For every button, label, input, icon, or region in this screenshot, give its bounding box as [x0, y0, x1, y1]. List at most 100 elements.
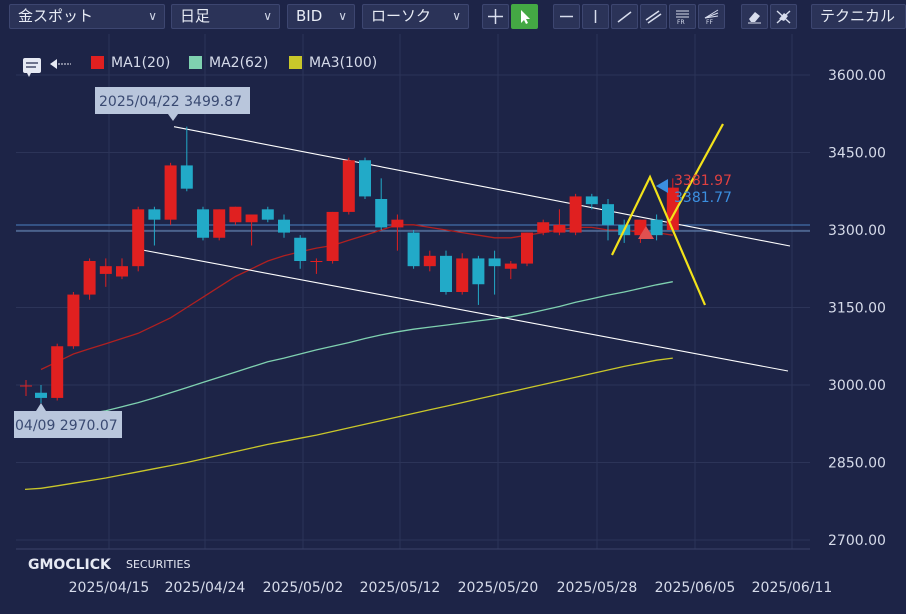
symbol-dropdown[interactable]: 金スポット ∨: [9, 4, 165, 29]
y-tick-label: 3450.00: [828, 146, 886, 162]
crosshair-icon: [488, 9, 503, 24]
fibonacci-retracement-icon: FR: [676, 10, 689, 25]
forecast-zigzag: [611, 123, 724, 306]
channel-lower-line: [136, 248, 789, 372]
chart-style-label: ローソク: [371, 7, 432, 25]
ma1-swatch: [91, 56, 104, 69]
erase-all-tool[interactable]: [770, 4, 797, 29]
high-label-box: [95, 87, 250, 114]
y-tick-label: 3300.00: [828, 223, 886, 239]
last-price-red: 3381.97: [674, 173, 732, 189]
x-tick-label: 2025/05/12: [360, 580, 441, 596]
candles: [20, 126, 679, 404]
x-tick-label: 2025/05/02: [263, 580, 344, 596]
timeframe-dropdown[interactable]: 日足 ∨: [171, 4, 280, 29]
technical-label: テクニカル: [820, 7, 896, 25]
brand-logo-text: GMOCLICK: [28, 557, 112, 573]
low-label: 04/09 2970.07: [15, 418, 118, 434]
crosshair-tool[interactable]: [482, 4, 509, 29]
timeframe-label: 日足: [180, 7, 211, 25]
forecast-zigzag-down: [611, 174, 707, 306]
price-type-dropdown[interactable]: BID ∨: [287, 4, 355, 29]
price-chart[interactable]: 3600.00 3450.00 3300.00 3150.00 3000.00 2850.…: [0, 34, 906, 614]
brand-logo: GMOCLICK SECURITIES: [28, 557, 190, 573]
ff-label: FF: [706, 19, 713, 25]
candle-body: [180, 165, 193, 189]
candle-body: [569, 196, 582, 233]
candle-body: [375, 199, 388, 228]
erase-all-icon: [776, 10, 791, 24]
high-annotation: 2025/04/22 3499.87: [95, 87, 250, 121]
grid: [16, 34, 810, 550]
candle-body: [197, 209, 209, 238]
fr-label: FR: [677, 19, 685, 25]
x-tick-label: 2025/05/20: [458, 580, 539, 596]
fibonacci-fan-tool[interactable]: FF: [698, 4, 725, 29]
fibonacci-retracement-tool[interactable]: FR: [669, 4, 696, 29]
ma1-label: MA1(20): [111, 55, 170, 71]
red-price-marker: [638, 226, 654, 239]
x-tick-label: 2025/04/24: [165, 580, 246, 596]
candle-body: [83, 261, 96, 295]
candle-body: [521, 232, 533, 264]
y-tick-label: 3000.00: [828, 378, 886, 394]
x-tick-label: 2025/06/11: [752, 580, 833, 596]
parallel-channel-tool[interactable]: [640, 4, 667, 29]
forecast-zigzag-up: [669, 123, 724, 222]
pointer-tool[interactable]: [511, 4, 538, 29]
chevron-down-icon: ∨: [338, 9, 347, 23]
parallel-lines-icon: [645, 10, 662, 24]
candle-body: [310, 261, 323, 262]
candle-body: [229, 206, 242, 223]
candle-body: [602, 204, 614, 225]
candle-body: [164, 165, 177, 220]
low-label-box: [14, 411, 122, 438]
candle-body: [488, 258, 501, 267]
vertical-line-tool[interactable]: [582, 4, 609, 29]
eraser-icon: [748, 12, 761, 24]
x-tick-label: 2025/04/15: [69, 580, 150, 596]
ma3-swatch: [289, 56, 302, 69]
candle-body: [423, 255, 436, 267]
toolbar: 金スポット ∨ 日足 ∨ BID ∨ ローソク ∨ FR FF テクニ: [0, 0, 906, 34]
chevron-down-icon: ∨: [452, 9, 461, 23]
candle-body: [342, 160, 355, 212]
trend-line-icon: [617, 11, 632, 23]
ma3-label: MA3(100): [309, 55, 377, 71]
technical-button[interactable]: テクニカル: [811, 4, 906, 29]
y-tick-label: 3600.00: [828, 68, 886, 84]
candle-body: [294, 237, 307, 261]
candle-body: [440, 255, 452, 292]
candle-body: [407, 232, 420, 267]
ma2-swatch: [189, 56, 202, 69]
legend: MA1(20) MA2(62) MA3(100): [23, 55, 377, 77]
candle-body: [553, 224, 566, 233]
candle-body: [472, 258, 485, 285]
y-tick-label: 3150.00: [828, 301, 886, 317]
legend-toggle-icon[interactable]: [50, 59, 71, 69]
comment-icon[interactable]: [23, 58, 41, 73]
trend-line-tool[interactable]: [611, 4, 638, 29]
trend-channel: [136, 126, 791, 372]
candle-body: [326, 211, 339, 261]
candle-body: [35, 392, 47, 398]
channel-upper-line: [173, 126, 791, 247]
moving-averages: [24, 224, 673, 491]
price-axis: 3600.00 3450.00 3300.00 3150.00 3000.00 2850.…: [828, 68, 886, 549]
chart-style-dropdown[interactable]: ローソク ∨: [362, 4, 469, 29]
y-tick-label: 2700.00: [828, 533, 886, 549]
candle-body: [245, 214, 258, 223]
last-price-markers: 3381.97 3381.77: [638, 173, 732, 239]
low-annotation: 04/09 2970.07: [14, 403, 122, 438]
candle-body: [132, 209, 145, 267]
candle-body: [359, 160, 371, 197]
candle-body: [261, 209, 274, 220]
candle-body: [391, 219, 404, 228]
eraser-tool[interactable]: [741, 4, 768, 29]
chevron-down-icon: ∨: [263, 9, 272, 23]
horizontal-line-tool[interactable]: [553, 4, 580, 29]
last-price-blue: 3381.77: [674, 190, 732, 206]
ma3-line: [40, 357, 673, 489]
symbol-label: 金スポット: [18, 7, 94, 25]
candle-body: [456, 258, 469, 292]
